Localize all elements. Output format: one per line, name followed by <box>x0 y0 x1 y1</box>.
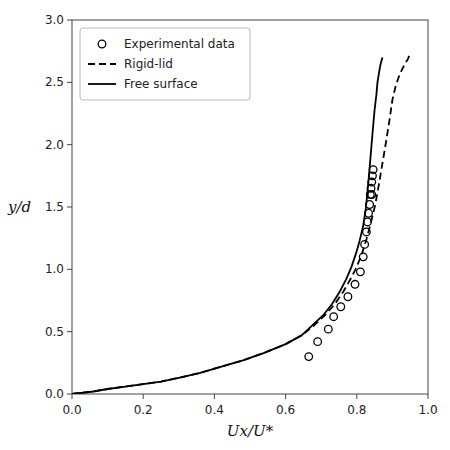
y-tick-label: 1.0 <box>45 262 64 276</box>
y-tick <box>67 82 72 83</box>
y-tick <box>67 144 72 145</box>
x-tick-label: 0.6 <box>276 403 295 417</box>
data-line <box>72 57 382 394</box>
background <box>0 0 450 450</box>
plot-frame <box>72 20 428 394</box>
x-tick <box>143 394 144 399</box>
scatter-series <box>305 166 377 361</box>
x-axis-label: Ux/U* <box>227 422 274 440</box>
x-tick-label: 0.0 <box>62 403 81 417</box>
data-point <box>361 241 369 249</box>
legend: Experimental data Rigid-lid Free surface <box>80 28 250 100</box>
y-tick-label: 2.5 <box>45 75 64 89</box>
y-tick <box>67 394 72 395</box>
data-point <box>337 303 345 311</box>
legend-marker <box>98 40 106 48</box>
chart: 0.0 0.2 0.4 0.6 0.8 1.0 0.0 0.5 1.0 1.5 2.0 2.5 3.0 U… <box>0 0 450 450</box>
y-tick <box>67 269 72 270</box>
x-tick-label: 1.0 <box>418 403 437 417</box>
axes: 0.0 0.2 0.4 0.6 0.8 1.0 0.0 0.5 1.0 1.5 2.0 2.5 3.0 <box>45 13 438 417</box>
y-tick-label: 3.0 <box>45 13 64 27</box>
data-line <box>72 55 409 394</box>
x-tick <box>214 394 215 399</box>
x-tick <box>72 394 73 399</box>
y-tick-label: 0.0 <box>45 387 64 401</box>
x-tick <box>428 394 429 399</box>
data-point <box>344 293 352 301</box>
data-point <box>325 325 333 333</box>
legend-label: Rigid-lid <box>124 57 173 71</box>
x-tick-label: 0.4 <box>205 403 224 417</box>
legend-line <box>88 63 116 65</box>
y-tick-label: 2.0 <box>45 138 64 152</box>
y-tick <box>67 20 72 21</box>
y-tick <box>67 207 72 208</box>
data-point <box>314 338 322 346</box>
y-tick-label: 1.5 <box>45 200 64 214</box>
plot-data <box>72 55 409 394</box>
data-point <box>330 313 338 321</box>
x-tick <box>285 394 286 399</box>
data-point <box>351 280 359 288</box>
y-tick-label: 0.5 <box>45 325 64 339</box>
data-point <box>357 268 365 276</box>
x-tick <box>356 394 357 399</box>
data-point <box>368 191 376 199</box>
legend-box <box>80 28 250 100</box>
data-point <box>305 353 313 361</box>
x-tick-label: 0.2 <box>134 403 153 417</box>
legend-label: Free surface <box>124 77 198 91</box>
y-tick <box>67 331 72 332</box>
x-tick-label: 0.8 <box>347 403 366 417</box>
y-axis-label: y/d <box>7 198 31 216</box>
legend-line <box>88 83 116 85</box>
legend-label: Experimental data <box>124 37 235 51</box>
